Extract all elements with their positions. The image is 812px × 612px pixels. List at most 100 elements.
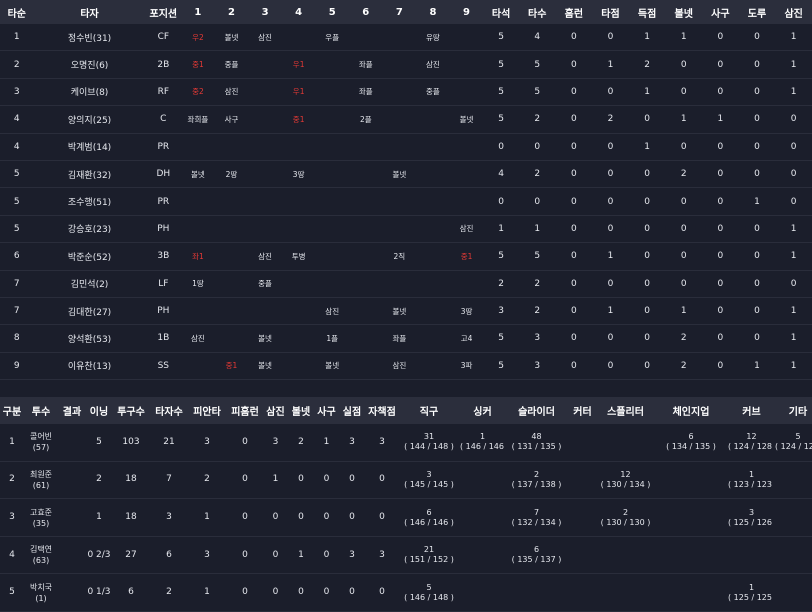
batter-name: 이유찬(13): [33, 352, 146, 381]
batting-header-cell: 3: [248, 0, 282, 24]
batter-stat: 2: [665, 352, 703, 381]
pitcher-stat: 3: [150, 498, 188, 537]
pitch-type-cell: 6( 135 / 137 ): [505, 536, 568, 575]
inning-result: [248, 215, 282, 244]
pitcher-stat: 1: [86, 498, 112, 537]
pitching-header-cell: 구분: [0, 397, 24, 425]
batting-order: 8: [0, 324, 34, 353]
pitching-body: 1 콜어빈 (57) 5 103 21 3 0 3 2 1 3 3 31( 144 / 148 ) 1( 1…: [0, 424, 812, 612]
batting-header-cell: 삼진: [775, 0, 812, 24]
inning-result: [315, 187, 349, 216]
pitching-header-cell: 사구: [315, 397, 338, 425]
batting-header-cell: 1: [181, 0, 215, 24]
pitcher-stat: 0: [287, 498, 315, 537]
pitcher-stat: 3: [188, 424, 226, 462]
inning-result: 좌플: [349, 78, 383, 107]
batter-stat: 1: [702, 105, 739, 134]
batter-stat: 0: [628, 352, 666, 381]
inning-result: [382, 270, 417, 298]
pitcher-result: [58, 461, 86, 500]
inning-result: 삼진: [181, 324, 215, 353]
batter-stat: 0: [665, 242, 703, 271]
inning-result: 3파: [449, 352, 484, 381]
batting-order: 7: [0, 297, 34, 326]
pitcher-name-line: 박치국: [29, 582, 53, 592]
inning-result: [281, 187, 316, 216]
batting-body: 1 정수빈(31) CF 우2 볼넷 삼진 우플 유땅 5 4 0 0 1 1 0 0 1 2 오명진(6) 2B 중1…: [0, 24, 812, 381]
pitcher-number-line: (1): [35, 593, 47, 603]
batter-stat: 0: [702, 215, 739, 244]
inning-result: [382, 187, 417, 216]
inning-result: 투병: [281, 242, 316, 271]
inning-result: [416, 324, 450, 353]
pitch-speed: ( 131 / 135 ): [511, 442, 562, 452]
batting-header-cell: 타석: [483, 0, 519, 24]
pitch-type-cell: [728, 536, 775, 575]
batter-stat: 2: [665, 324, 703, 353]
inning-result: [248, 187, 282, 216]
inning-result: 사구: [214, 105, 249, 134]
pitch-count: 5: [795, 432, 801, 442]
pitch-count: 2: [533, 469, 540, 479]
batter-position: 3B: [145, 242, 182, 271]
inning-result: [315, 270, 349, 298]
batter-stat: 1: [592, 50, 629, 79]
pitch-type-cell: 12( 130 / 134 ): [597, 461, 654, 500]
pitcher-stat: 2: [287, 424, 315, 462]
inning-result: 우1: [281, 50, 316, 79]
pitching-header-cell: 삼진: [264, 397, 287, 425]
batter-row: 4 박계범(14) PR 0 0 0 0 1 0 0 0 0: [0, 133, 812, 161]
inning-result: [382, 50, 417, 79]
pitch-count: 48: [531, 432, 542, 442]
inning-result: 중플: [214, 50, 249, 79]
pitching-header-row: 구분 투수 결과 이닝 투구수 타자수 피안타 피홈런 삼진 볼넷 사구 실점 자책점 직구 싱커 슬라이더 커…: [0, 397, 812, 425]
inning-result: [181, 215, 215, 244]
pitcher-stat: 0: [315, 536, 338, 575]
batter-stat: 0: [702, 297, 739, 326]
inning-result: [181, 187, 215, 216]
pitcher-number-line: (63): [32, 556, 50, 566]
batting-table: 타순 타자 포지션 1 2 3 4 5 6 7 8 9 타석 타수 홈런 타점 득점 볼넷 사구 도루 삼진 1 정수빈(…: [0, 0, 812, 381]
inning-result: [449, 24, 484, 52]
inning-result: [315, 242, 349, 271]
inning-result: [449, 50, 484, 79]
pitch-speed: ( 146 / 148 ): [404, 592, 454, 602]
pitch-speed: ( 145 / 145 ): [404, 479, 454, 489]
pitch-type-cell: [775, 461, 812, 500]
batter-stat: 0: [628, 187, 666, 216]
inning-result: [349, 352, 383, 381]
inning-result: 1땅: [181, 270, 215, 298]
batter-position: PR: [145, 187, 182, 216]
batter-position: 1B: [145, 324, 182, 353]
pitcher-name: 고효준 (35): [24, 498, 58, 537]
batter-stat: 2: [518, 297, 556, 326]
inning-result: [349, 24, 383, 52]
batter-stat: 0: [555, 50, 593, 79]
inning-result: [315, 160, 349, 189]
batter-stat: 1: [665, 105, 703, 134]
inning-result: [416, 297, 450, 326]
inning-result: [382, 78, 417, 107]
batting-order: 9: [0, 352, 34, 381]
batter-stat: 0: [555, 324, 593, 353]
inning-result: 중1: [181, 50, 215, 79]
batter-stat: 0: [775, 105, 812, 134]
pitcher-stat: 1: [188, 498, 226, 537]
pitch-speed: ( 134 / 135 ): [666, 442, 716, 452]
batter-stat: 0: [592, 352, 629, 381]
inning-result: 삼진: [416, 50, 450, 79]
inning-result: [416, 352, 450, 381]
pitch-type-cell: 31( 144 / 148 ): [398, 424, 460, 462]
pitch-type-cell: [654, 498, 728, 537]
batter-stat: 1: [665, 24, 703, 52]
inning-result: [449, 78, 484, 107]
batting-header-cell: 득점: [628, 0, 666, 24]
inning-result: [416, 105, 450, 134]
pitch-speed: ( 130 / 130 ): [600, 517, 651, 527]
inning-result: 중1: [281, 105, 316, 134]
batter-name: 조수행(51): [33, 187, 146, 216]
inning-result: [416, 133, 450, 161]
inning-result: [349, 242, 383, 271]
batting-header-cell: 타자: [33, 0, 146, 24]
pitcher-name: 최원준 (61): [24, 461, 58, 500]
